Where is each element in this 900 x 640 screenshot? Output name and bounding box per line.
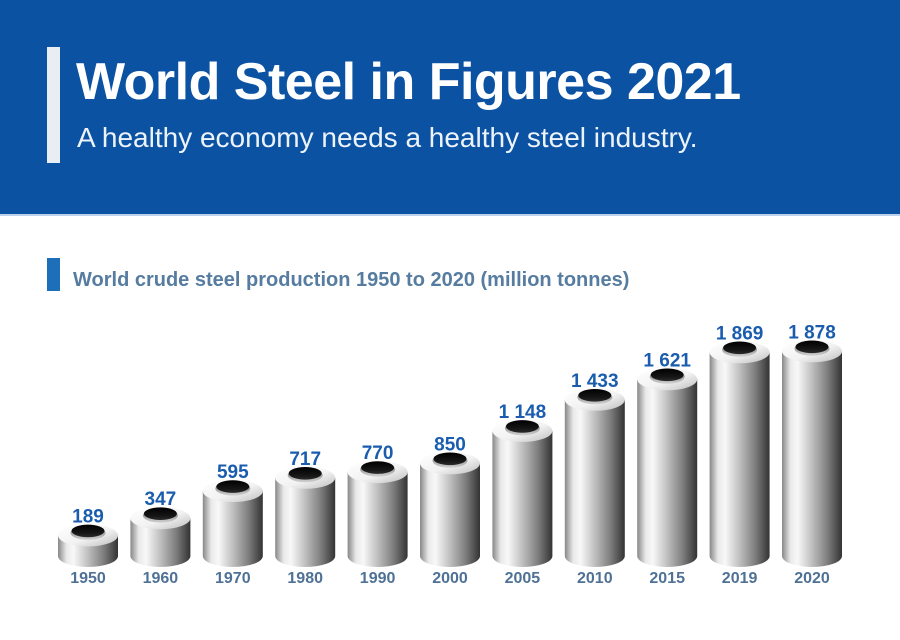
value-label: 1 878 [788, 322, 836, 343]
value-label: 850 [434, 434, 466, 455]
production-chart: 189 1950 347 1960 595 1970 717 1980 770 1990 850 20… [58, 322, 842, 587]
pipe-body [709, 352, 770, 567]
steel-pipe-bar: 347 1960 [130, 489, 191, 587]
pipe-body [564, 399, 625, 567]
header-accent-bar [47, 47, 60, 163]
year-label: 1980 [287, 570, 323, 587]
pipe-hole [650, 368, 684, 382]
value-label: 1 148 [499, 402, 547, 423]
value-label: 347 [145, 489, 177, 510]
steel-pipe-bar: 189 1950 [58, 506, 118, 587]
pipe-body [420, 463, 480, 567]
page-title: World Steel in Figures 2021 [76, 53, 741, 111]
value-label: 189 [72, 506, 104, 527]
header: World Steel in Figures 2021 A healthy ec… [0, 0, 900, 216]
value-label: 1 869 [716, 323, 764, 344]
section-accent-bar [47, 258, 60, 291]
value-label: 1 621 [643, 350, 691, 371]
year-label: 2010 [577, 570, 613, 587]
steel-pipe-bar: 1 621 2015 [637, 350, 698, 587]
year-label: 2005 [505, 570, 541, 587]
steel-pipe-bar: 850 2000 [420, 434, 480, 587]
steel-pipe-bar: 1 878 2020 [782, 322, 842, 587]
steel-pipe-bar: 595 1970 [202, 462, 263, 587]
pipe-hole [361, 461, 395, 474]
pipe-body [347, 472, 408, 567]
pipe-hole [71, 524, 105, 538]
page-subtitle: A healthy economy needs a healthy steel … [77, 122, 698, 153]
steel-pipe-bar: 1 148 2005 [492, 402, 553, 587]
value-label: 770 [362, 443, 394, 464]
pipe-hole [795, 340, 829, 354]
year-label: 2019 [722, 570, 758, 587]
year-label: 2015 [649, 570, 685, 587]
pipe-hole [433, 452, 467, 466]
pipe-hole [505, 420, 539, 433]
pipe-hole [578, 389, 612, 402]
steel-pipe-bar: 770 1990 [347, 443, 408, 587]
value-label: 717 [289, 449, 321, 470]
pipe-hole [216, 480, 250, 493]
pipe-body [782, 351, 842, 567]
pipe-body [202, 491, 263, 567]
pipe-hole [723, 341, 757, 355]
year-label: 1970 [215, 570, 251, 587]
steel-pipe-bar: 1 869 2019 [709, 323, 770, 587]
year-label: 2000 [432, 570, 468, 587]
pipe-hole [143, 507, 177, 520]
year-label: 1950 [70, 570, 106, 587]
bars-group: 189 1950 347 1960 595 1970 717 1980 770 1990 850 20… [58, 322, 842, 587]
pipe-body [275, 477, 336, 567]
year-label: 1960 [143, 570, 179, 587]
steel-pipe-bar: 1 433 2010 [564, 371, 625, 587]
pipe-hole [288, 467, 322, 480]
pipe-body [492, 430, 553, 567]
steel-pipe-bar: 717 1980 [275, 449, 336, 587]
year-label: 2020 [794, 570, 830, 587]
year-label: 1990 [360, 570, 396, 587]
value-label: 595 [217, 462, 249, 483]
value-label: 1 433 [571, 371, 619, 392]
section-title: World crude steel production 1950 to 202… [73, 269, 630, 291]
pipe-body [637, 379, 698, 567]
pipe-body [130, 518, 191, 567]
